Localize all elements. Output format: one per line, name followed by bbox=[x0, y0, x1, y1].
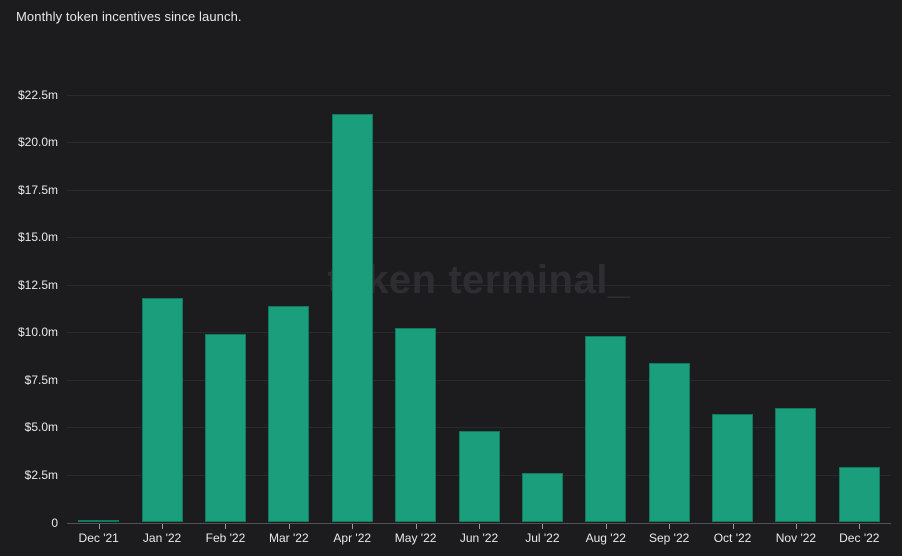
x-axis-tick-label: Jun '22 bbox=[448, 531, 510, 546]
x-axis-tick bbox=[352, 524, 353, 529]
y-axis-tick-label: $7.5m bbox=[0, 372, 58, 388]
x-axis-tick-label: Oct '22 bbox=[702, 531, 764, 546]
bar-may-22[interactable] bbox=[395, 328, 436, 522]
x-axis-tick-label: Mar '22 bbox=[258, 531, 320, 546]
x-axis-tick bbox=[162, 524, 163, 529]
x-axis-tick bbox=[416, 524, 417, 529]
x-axis-tick bbox=[796, 524, 797, 529]
x-axis-tick bbox=[542, 524, 543, 529]
x-axis-tick-label: Feb '22 bbox=[194, 531, 256, 546]
y-axis-tick-label: $10.0m bbox=[0, 324, 58, 340]
x-axis-tick-label: Apr '22 bbox=[321, 531, 383, 546]
x-axis-tick-label: Jan '22 bbox=[131, 531, 193, 546]
x-axis-tick-label: Dec '21 bbox=[68, 531, 130, 546]
gridline bbox=[67, 190, 891, 191]
bar-sep-22[interactable] bbox=[649, 363, 690, 523]
x-axis-tick-label: Jul '22 bbox=[511, 531, 573, 546]
x-axis-tick-label: Dec '22 bbox=[828, 531, 890, 546]
y-axis-tick-label: $22.5m bbox=[0, 87, 58, 103]
x-axis-tick bbox=[733, 524, 734, 529]
y-axis-tick-label: $17.5m bbox=[0, 182, 58, 198]
gridline bbox=[67, 332, 891, 333]
gridline bbox=[67, 95, 891, 96]
gridline bbox=[67, 380, 891, 381]
bar-feb-22[interactable] bbox=[205, 334, 246, 522]
x-axis-tick bbox=[859, 524, 860, 529]
x-axis-tick bbox=[289, 524, 290, 529]
token-terminal-watermark: token terminal_ bbox=[327, 258, 630, 303]
x-axis-tick-label: Aug '22 bbox=[575, 531, 637, 546]
y-axis-tick-label: $15.0m bbox=[0, 229, 58, 245]
x-axis-tick-label: Sep '22 bbox=[638, 531, 700, 546]
x-axis-tick-label: Nov '22 bbox=[765, 531, 827, 546]
gridline bbox=[67, 427, 891, 428]
bar-aug-22[interactable] bbox=[585, 336, 626, 522]
y-axis-tick-label: $20.0m bbox=[0, 134, 58, 150]
chart-panel: Monthly token incentives since launch. t… bbox=[0, 0, 902, 556]
bar-apr-22[interactable] bbox=[332, 114, 373, 523]
chart-title: Monthly token incentives since launch. bbox=[16, 9, 242, 25]
bar-dec-22[interactable] bbox=[839, 467, 880, 522]
gridline bbox=[67, 142, 891, 143]
x-axis-tick bbox=[606, 524, 607, 529]
x-axis-tick bbox=[669, 524, 670, 529]
gridline bbox=[67, 237, 891, 238]
bar-nov-22[interactable] bbox=[775, 408, 816, 522]
y-axis-tick-label: $5.0m bbox=[0, 419, 58, 435]
bar-jul-22[interactable] bbox=[522, 473, 563, 522]
x-axis-tick bbox=[479, 524, 480, 529]
y-axis-tick-label: 0 bbox=[0, 515, 58, 531]
y-axis-tick-label: $12.5m bbox=[0, 277, 58, 293]
x-axis-tick-label: May '22 bbox=[385, 531, 447, 546]
bar-mar-22[interactable] bbox=[268, 306, 309, 523]
x-axis-tick bbox=[99, 524, 100, 529]
x-axis-tick bbox=[225, 524, 226, 529]
bar-jun-22[interactable] bbox=[459, 431, 500, 522]
bar-jan-22[interactable] bbox=[142, 298, 183, 522]
y-axis-tick-label: $2.5m bbox=[0, 467, 58, 483]
bar-oct-22[interactable] bbox=[712, 414, 753, 522]
